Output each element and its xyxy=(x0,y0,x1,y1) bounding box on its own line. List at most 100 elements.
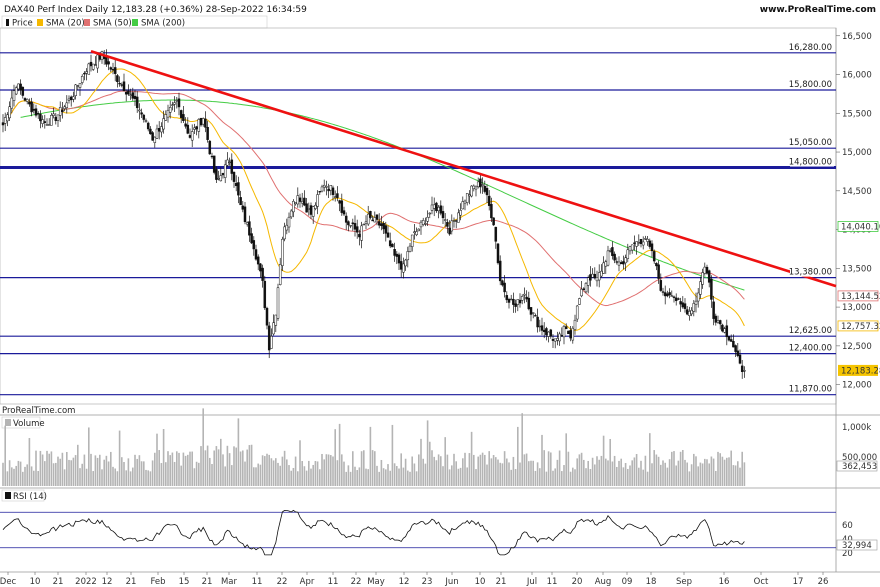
volume-bar xyxy=(116,471,119,486)
candle-body xyxy=(3,117,7,124)
volume-bar xyxy=(545,471,548,486)
candle-body xyxy=(575,305,579,320)
chart-title: DAX40 Perf Index Daily 12,183.28 (+0.36%… xyxy=(4,5,307,15)
volume-bar xyxy=(349,471,352,486)
downtrend-line xyxy=(90,50,837,288)
volume-bar xyxy=(396,466,398,486)
volume-bar xyxy=(169,455,171,486)
candle-body xyxy=(267,325,271,351)
candle-body xyxy=(259,263,262,272)
volume-bar xyxy=(198,462,200,486)
volume-bar xyxy=(17,460,20,486)
date-tick-label: Dec xyxy=(0,577,17,587)
candle-body xyxy=(573,319,577,330)
candle-body xyxy=(96,54,99,69)
volume-bar xyxy=(413,463,416,486)
volume-bar xyxy=(627,468,629,486)
volume-bar xyxy=(605,458,607,486)
candle-body xyxy=(212,155,216,173)
volume-bar xyxy=(534,470,537,486)
volume-bar xyxy=(105,455,108,486)
date-tick-label: 10 xyxy=(30,577,41,587)
volume-bar xyxy=(532,460,534,486)
volume-bar xyxy=(655,454,658,486)
candle-body xyxy=(701,272,704,285)
candle-body xyxy=(512,299,515,305)
volume-bar xyxy=(440,456,442,486)
volume-bar xyxy=(182,452,185,486)
volume-bar xyxy=(484,454,486,486)
candle-body xyxy=(584,283,588,293)
candle-body xyxy=(688,311,691,316)
volume-bar xyxy=(631,460,633,486)
candle-body xyxy=(316,194,319,207)
candle-body xyxy=(470,185,473,197)
trendline-layer xyxy=(90,50,837,288)
volume-bar xyxy=(501,463,504,486)
volume-bar xyxy=(118,430,121,486)
volume-bar xyxy=(668,459,671,486)
candle-body xyxy=(173,102,176,105)
candle-body xyxy=(127,90,130,95)
volume-bar xyxy=(726,457,728,486)
candle-body xyxy=(19,83,22,91)
volume-bar xyxy=(288,465,290,486)
volume-bar xyxy=(512,456,515,486)
candle-body xyxy=(375,214,379,220)
volume-bar xyxy=(6,471,9,486)
volume-bar xyxy=(167,451,169,486)
volume-bar xyxy=(721,456,724,486)
candle-body xyxy=(644,238,647,240)
volume-bar xyxy=(717,451,719,486)
candle-body xyxy=(245,222,249,225)
price-tick-label: 16,000 xyxy=(842,71,872,81)
last-price-tag xyxy=(838,364,878,376)
volume-bar xyxy=(580,452,583,486)
price-tick-label: 15,500 xyxy=(842,109,872,119)
candle-body xyxy=(28,101,31,105)
candle-body xyxy=(738,354,742,364)
candle-body xyxy=(168,107,172,113)
candle-body xyxy=(580,288,583,297)
volume-bar xyxy=(462,458,464,486)
volume-bar xyxy=(620,458,622,486)
volume-bar xyxy=(310,468,312,486)
last-price-label: 12,183.28 xyxy=(841,366,880,376)
candle-body xyxy=(430,204,434,211)
candle-body xyxy=(206,126,209,140)
candle-body xyxy=(320,186,324,192)
volume-bar xyxy=(686,462,688,486)
sma50-value-tag xyxy=(837,290,879,302)
legend: Price SMA (20) SMA (50) SMA (200) xyxy=(1,15,268,29)
candle-body xyxy=(303,197,306,206)
candle-body xyxy=(628,246,632,252)
candle-body xyxy=(184,123,187,127)
volume-bar xyxy=(41,454,44,486)
price-tick-label: 14,500 xyxy=(842,187,872,197)
volume-bar xyxy=(292,467,295,486)
date-axis: Dec 10 21 2022 12 21 Feb 15 21 Mar 11 22 Apr 11 22 May 1… xyxy=(0,572,828,587)
volume-bar xyxy=(13,468,15,486)
candle-body xyxy=(386,232,390,238)
volume-bar xyxy=(481,452,484,486)
level-label-bg xyxy=(790,80,834,90)
candle-body xyxy=(694,300,698,305)
volume-bar xyxy=(264,456,266,486)
volume-bar xyxy=(492,455,495,486)
candle-body xyxy=(362,223,366,226)
volume-bar xyxy=(220,438,222,486)
candle-body xyxy=(80,76,84,83)
volume-bar xyxy=(162,428,165,486)
date-tick-label: 21 xyxy=(496,577,507,587)
candle-body xyxy=(270,336,273,349)
site-link[interactable]: www.ProRealTime.com xyxy=(760,5,876,15)
candle-body xyxy=(635,241,638,247)
candle-body xyxy=(679,301,682,305)
candle-body xyxy=(274,314,278,326)
candle-body xyxy=(197,119,201,132)
candle-body xyxy=(188,135,192,138)
volume-bar xyxy=(662,460,664,486)
level-label: 15,800.00 xyxy=(789,80,832,90)
candle-body xyxy=(248,221,251,236)
candle-body xyxy=(347,221,350,226)
